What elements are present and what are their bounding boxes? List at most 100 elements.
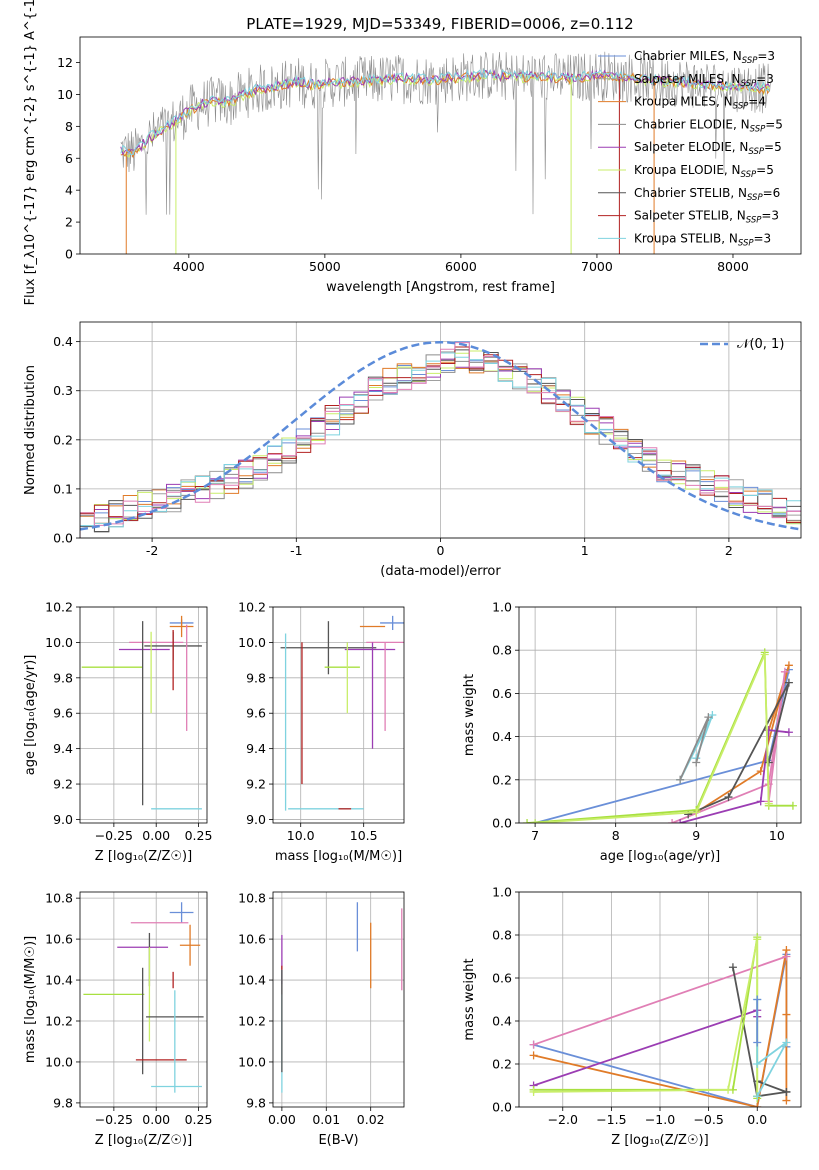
- x-axis-label: Z [log₁₀(Z/Z☉)]: [95, 849, 192, 864]
- legend-label: Chabrier ELODIE, NSSP=5: [634, 117, 783, 134]
- weight-marker: [724, 1085, 733, 1094]
- x-tick-label: −0.25: [95, 1112, 133, 1127]
- y-tick-label: 0.0: [492, 1100, 512, 1115]
- x-tick-label: 10: [769, 828, 785, 843]
- panel-weight_vs_Z: −2.0 −1.5 −1.0 −0.5 0.0 0.0 0.2 0.4 0.6 0.8 1.0 Z […: [462, 885, 802, 1148]
- y-axis-label: mass [log₁₀(M/M☉)]: [23, 936, 38, 1063]
- plot-area-mass_vs_Z: [83, 902, 204, 1093]
- axes-frame: [272, 606, 405, 824]
- weight-marker: [760, 650, 769, 659]
- panel-age_vs_mass: 10.0 10.5 9.0 9.2 9.4 9.6 9.8 10.0 10.2 mass [log…: [238, 600, 405, 864]
- legend-label-main: Salpeter MILES, N: [634, 72, 741, 86]
- y-tick-label: 6: [65, 151, 73, 166]
- weight-marker: [764, 758, 773, 767]
- x-tick-label: 5000: [309, 259, 341, 274]
- y-axis-label: Normed distribution: [23, 365, 38, 495]
- legend-label: Salpeter MILES, NSSP=3: [634, 72, 774, 89]
- weight-marker: [529, 1040, 538, 1049]
- legend-label-sub: SSP: [733, 102, 749, 112]
- x-tick-label: 1: [581, 543, 589, 558]
- x-axis-label: (data-model)/error: [380, 564, 501, 579]
- x-tick-label: −2.0: [548, 1112, 578, 1127]
- y-tick-label: 4: [65, 183, 73, 198]
- plot-area-residuals: [80, 340, 801, 538]
- y-tick-label: 0.8: [492, 928, 512, 943]
- x-tick-label: 0.00: [268, 1112, 296, 1127]
- weight-marker: [784, 678, 793, 687]
- plot-area-weight_vs_Z: [529, 933, 791, 1107]
- legend-label: 𝒩(0, 1): [737, 337, 784, 352]
- observed-spectrum: [120, 51, 771, 215]
- y-tick-label: 0.4: [492, 1014, 512, 1029]
- y-tick-label: 0.2: [492, 772, 512, 787]
- y-tick-label: 10.0: [45, 635, 73, 650]
- legend-label-main: Kroupa STELIB, N: [634, 231, 738, 245]
- weight-marker: [764, 799, 773, 808]
- weight-marker: [704, 713, 713, 722]
- x-tick-label: 8: [612, 828, 620, 843]
- x-tick-label: -2: [146, 543, 158, 558]
- x-tick-label: 0.00: [142, 828, 170, 843]
- x-tick-label: 0.02: [357, 1112, 385, 1127]
- legend-label-tail: =5: [756, 163, 774, 177]
- legend-label-tail: =6: [763, 186, 781, 200]
- y-tick-label: 10.6: [45, 932, 73, 947]
- weight-line: [687, 682, 790, 816]
- weight-marker: [668, 819, 677, 823]
- plot-area-spectrum: [120, 51, 771, 254]
- legend-label-sub: SSP: [747, 193, 763, 203]
- gaussian-curve: [80, 340, 801, 531]
- y-tick-label: 0.6: [492, 686, 512, 701]
- x-tick-label: 9: [692, 828, 700, 843]
- model-spectrum-salpeter_elodie: [120, 68, 771, 156]
- y-tick-label: 9.2: [53, 777, 73, 792]
- legend-label: Kroupa MILES, NSSP=4: [634, 95, 766, 112]
- y-tick-label: 1.0: [492, 885, 512, 900]
- y-tick-label: 10.2: [45, 1014, 73, 1029]
- x-tick-label: 8000: [717, 259, 749, 274]
- plot-area-age_vs_mass: [280, 615, 404, 811]
- weight-marker: [684, 810, 693, 819]
- legend-label-sub: SSP: [741, 170, 757, 180]
- y-tick-label: 0.0: [492, 816, 512, 831]
- y-tick-label: 0.2: [53, 432, 73, 447]
- y-tick-label: 9.0: [246, 812, 266, 827]
- y-tick-label: 9.0: [53, 812, 73, 827]
- weight-marker: [756, 797, 765, 806]
- weight-marker: [753, 1092, 762, 1101]
- legend-label: Kroupa ELODIE, NSSP=5: [634, 163, 774, 180]
- legend-label-tail: =5: [764, 140, 782, 154]
- weight-marker: [782, 1096, 791, 1105]
- x-tick-label: 7000: [581, 259, 613, 274]
- weight-marker: [782, 952, 791, 961]
- y-tick-label: 0.6: [492, 971, 512, 986]
- legend-label: Salpeter STELIB, NSSP=3: [634, 209, 779, 226]
- weight-marker: [782, 1038, 791, 1047]
- legend-label-main: Chabrier STELIB, N: [634, 186, 747, 200]
- y-tick-label: 0.4: [492, 729, 512, 744]
- y-tick-label: 9.2: [246, 777, 266, 792]
- y-tick-label: 10.0: [238, 635, 266, 650]
- x-axis-label: mass [log₁₀(M/M☉)]: [275, 849, 402, 864]
- y-tick-label: 10.8: [45, 891, 73, 906]
- legend-label-main: Kroupa ELODIE, N: [634, 163, 741, 177]
- legend-label-sub: SSP: [741, 79, 757, 89]
- y-tick-label: 10.8: [238, 891, 266, 906]
- x-axis-label: Z [log₁₀(Z/Z☉)]: [611, 1133, 708, 1148]
- x-tick-label: 0.00: [142, 1112, 170, 1127]
- legend-label-tail: =3: [754, 231, 772, 245]
- plot-area-weight_vs_age: [523, 648, 797, 823]
- panel-residuals: -2 -1 0 1 2 0.0 0.1 0.2 0.3 0.4 (data-model)/error…: [23, 321, 802, 579]
- y-tick-label: 9.4: [246, 741, 266, 756]
- model-spectrum-kroupa_miles: [120, 70, 771, 159]
- axes-frame: [79, 891, 208, 1108]
- axes-frame: [518, 606, 802, 824]
- y-tick-label: 0.8: [492, 643, 512, 658]
- y-tick-label: 0.4: [53, 334, 73, 349]
- axes-frame: [79, 606, 208, 824]
- axes-frame: [79, 36, 802, 255]
- weight-marker: [676, 775, 685, 784]
